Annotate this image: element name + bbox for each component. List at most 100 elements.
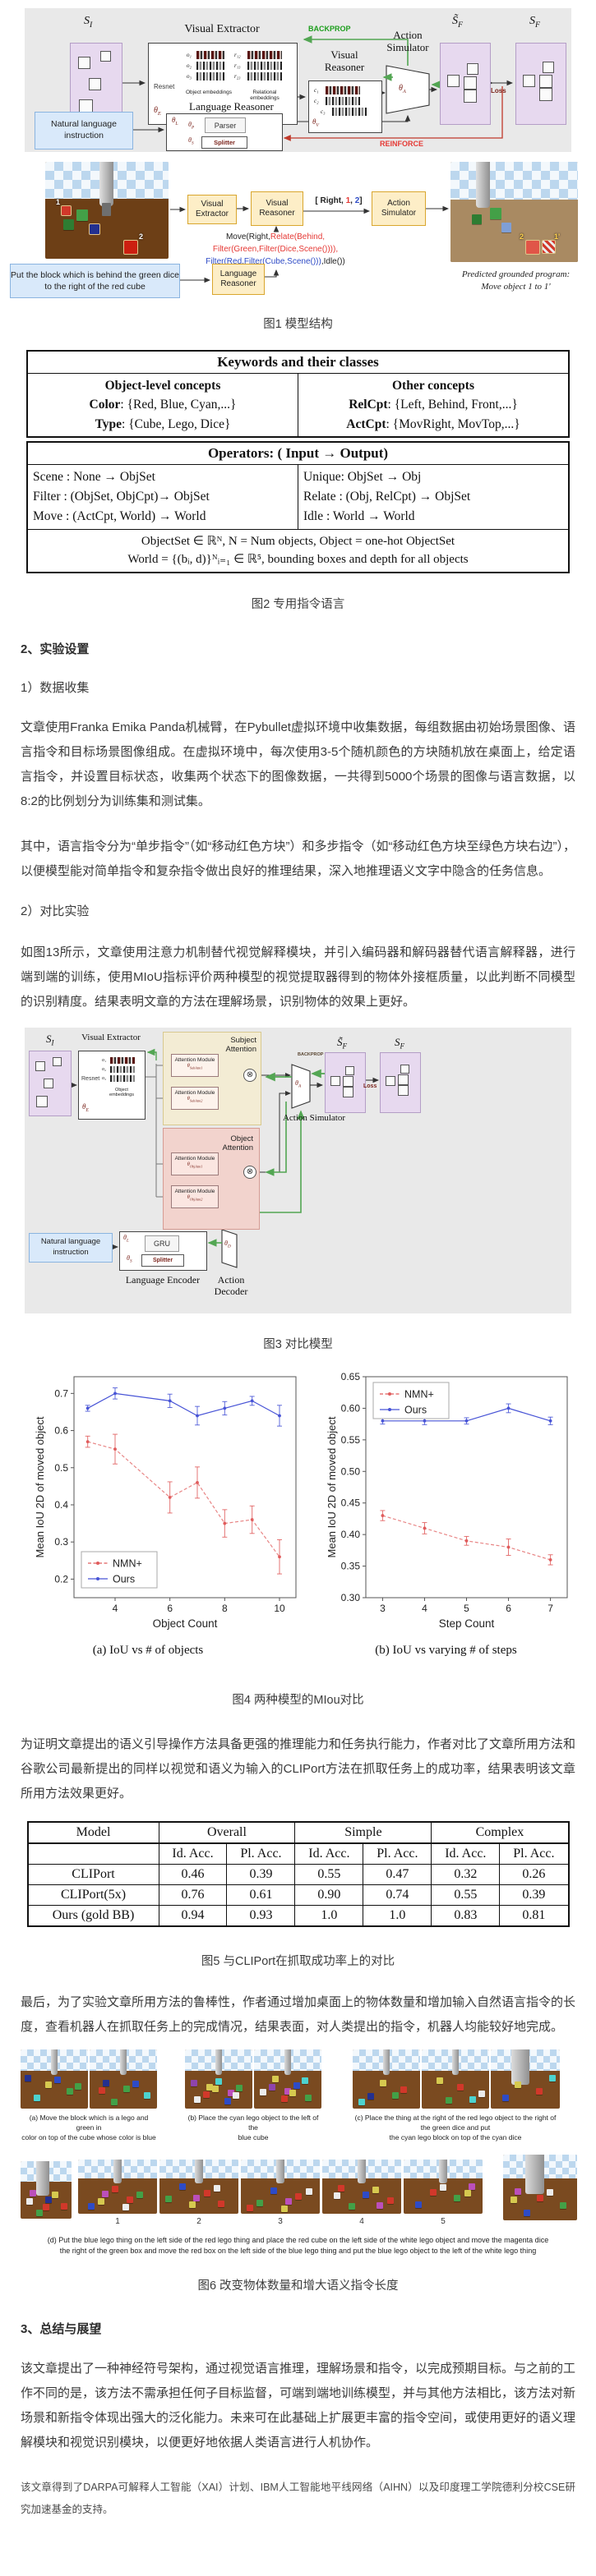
section2-heading: 2、实验设置 <box>21 642 90 656</box>
theta-p-label: θP <box>188 121 195 131</box>
attention-module-subattn2: Attention Module θSubAttn2 <box>171 1086 219 1110</box>
scene-d-step2 <box>159 2159 238 2214</box>
o1-label: o₁ <box>187 52 192 58</box>
c1-label: c₁ <box>314 87 319 94</box>
o2-label: o₂ <box>187 62 192 69</box>
figure1-example-row: 1 2 Visual Extractor Visual Reasoner [ R… <box>0 159 596 300</box>
value-cell: 0.39 <box>499 1884 569 1906</box>
theta-v-label: θV <box>312 117 319 128</box>
svg-text:NMN+: NMN+ <box>404 1388 434 1400</box>
visual-extractor-node: Visual Extractor <box>187 195 237 224</box>
subsection-data-collection: 1）数据收集 <box>21 680 90 695</box>
value-cell: 1.0 <box>363 1904 432 1927</box>
svg-text:Mean IoU 2D of moved object: Mean IoU 2D of moved object <box>326 1416 338 1557</box>
svg-text:0.35: 0.35 <box>341 1560 361 1571</box>
figure2-caption: 图2 专用指令语言 <box>251 597 345 611</box>
figure6: (a) Move the block which is a lego and g… <box>0 2049 596 2256</box>
c2-label: c₂ <box>314 98 319 104</box>
scene-d-step3 <box>241 2159 320 2214</box>
svg-text:0.3: 0.3 <box>54 1536 68 1548</box>
scene-d-step5 <box>404 2159 483 2214</box>
value-cell: 0.26 <box>499 1863 569 1885</box>
figure6-row2: 1 2 3 4 5 <box>0 2154 596 2233</box>
th-pl-acc-1: Pl. Acc. <box>226 1842 296 1865</box>
svg-text:0.55: 0.55 <box>341 1434 361 1446</box>
iou-vs-objects-chart: 4 6 8 10 0.2 0.3 0.4 0.5 0.6 0.7 Object Count Mean … <box>34 1376 297 1630</box>
svg-text:Object Count: Object Count <box>153 1617 218 1630</box>
scene-d-start <box>21 2160 72 2219</box>
paragraph-comparison: 如图13所示，文章使用注意力机制替代视觉解释模块，并引入编码器和解码器替代语言解… <box>21 945 575 1009</box>
fig3-object-embeddings-label: Object embeddings <box>109 1087 134 1097</box>
initial-state-image <box>70 43 122 125</box>
splitter-box: Splitter <box>201 136 247 149</box>
visual-extractor-box: Resnet o₁ o₂ o₃ Object embeddings r₁₂ r₁… <box>148 43 298 125</box>
r23-label: r₂₃ <box>234 73 241 80</box>
caption-b: (b) Place the cyan lego object to the le… <box>187 2113 319 2142</box>
multiply-icon: ⊗ <box>243 1068 256 1082</box>
result-object-label-1p: 1' <box>554 232 561 241</box>
step-label-2: 2 <box>196 2216 201 2226</box>
value-cell: 0.90 <box>294 1884 364 1906</box>
paragraph-data-collection-1: 文章使用Franka Emika Panda机械臂，在Pybullet虚拟环境中… <box>21 720 575 808</box>
fig3-resnet-label: Resnet <box>81 1075 100 1082</box>
caption-d: (d) Put the blue lego thing on the left … <box>47 2235 549 2255</box>
section3-heading: 3、总结与展望 <box>21 2321 102 2336</box>
operators-left-cell: Scene : None → ObjSet Filter : (ObjSet, … <box>26 463 298 530</box>
fig3-predicted-final-state <box>325 1051 366 1113</box>
svg-text:0.45: 0.45 <box>341 1497 361 1509</box>
final-state-image <box>515 43 566 125</box>
object-attention-label: Object Attention <box>222 1134 254 1153</box>
value-cell: 0.46 <box>158 1863 228 1885</box>
figure3-caption: 图3 对比模型 <box>263 1337 333 1351</box>
relational-embeddings-label: Relational embeddings <box>250 90 280 101</box>
iou-vs-steps-chart: 3 4 5 6 7 0.30 0.35 0.40 0.45 0.50 0.55 0.60 0.65 Ste… <box>326 1371 568 1630</box>
predicted-final-state-image <box>440 43 491 125</box>
scene-object-label-1: 1 <box>56 198 61 206</box>
svg-text:0.5: 0.5 <box>54 1462 68 1474</box>
scene-d-step1 <box>78 2159 157 2214</box>
svg-text:Mean IoU 2D of moved object: Mean IoU 2D of moved object <box>34 1416 46 1557</box>
subcaption-b: (b) IoU vs varying # of steps <box>375 1643 517 1657</box>
fig3-o2-label: o₂ <box>102 1066 107 1072</box>
figure4-subcaptions: (a) IoU vs # of objects (b) IoU vs varyi… <box>0 1644 596 1658</box>
subject-attention-label: Subject Attention <box>225 1035 257 1055</box>
value-cell: 1.0 <box>294 1904 364 1927</box>
svg-text:4: 4 <box>422 1603 427 1614</box>
r12-label: r₁₂ <box>234 52 241 58</box>
language-encoder-box: θL GRU θS Splitter <box>119 1230 207 1271</box>
paragraph-cliport: 为证明文章提出的语义引导操作方法具备更强的推理能力和任务执行能力，作者对比了文章… <box>21 1736 576 1801</box>
fig3-loss-label: Loss <box>363 1083 377 1089</box>
object-embeddings-label: Object embeddings <box>185 90 232 95</box>
figure6-row1-captions: (a) Move the block which is a lego and g… <box>21 2113 596 2143</box>
scene-a-after <box>90 2049 157 2109</box>
fig3-action-simulator-label: Action Simulator <box>282 1112 346 1123</box>
fig3-final-state <box>380 1051 421 1113</box>
backprop-label: BACKPROP <box>308 25 351 33</box>
table-row: Ours (gold BB) 0.94 0.93 1.0 1.0 0.83 0.81 <box>27 1904 569 1927</box>
subcaption-a: (a) IoU vs # of objects <box>92 1643 204 1657</box>
svg-text:0.30: 0.30 <box>341 1592 361 1603</box>
scene-c-1 <box>353 2049 420 2109</box>
attention-module-objattn2: Attention Module θObjAttn2 <box>171 1184 219 1208</box>
r13-label: r₁₃ <box>234 62 241 69</box>
step-label-5: 5 <box>441 2216 446 2226</box>
predicted-program-caption: Predicted grounded program: Move object … <box>461 269 571 292</box>
model-cell: CLIPort <box>27 1863 159 1885</box>
value-cell: 0.32 <box>431 1863 501 1885</box>
svg-text:0.60: 0.60 <box>341 1402 361 1414</box>
o3-label: o₃ <box>187 73 192 80</box>
c3-label: c₃ <box>321 108 326 115</box>
value-cell: 0.83 <box>431 1904 501 1927</box>
cliport-table-body: CLIPort 0.46 0.39 0.55 0.47 0.32 0.26 CLIPort(5… <box>27 1863 569 1927</box>
value-cell: 0.55 <box>294 1863 364 1885</box>
figure5-caption: 图5 与CLIPort在抓取成功率上的对比 <box>201 1954 395 1968</box>
figure1-architecture-diagram: SI Visual Extractor Resnet o₁ o₂ o₃ Obje… <box>25 8 571 152</box>
scene-b-after <box>254 2049 321 2109</box>
step-label-4: 4 <box>359 2216 364 2226</box>
fig3-theta-s-label: θS <box>127 1254 132 1264</box>
scene-object-label-2: 2 <box>139 232 144 241</box>
other-concepts-cell: Other concepts RelCpt: {Left, Behind, Fr… <box>298 372 570 438</box>
svg-text:3: 3 <box>380 1603 386 1614</box>
operators-table-title: Operators: ( Input → Output) <box>26 441 570 465</box>
svg-text:10: 10 <box>274 1603 285 1614</box>
